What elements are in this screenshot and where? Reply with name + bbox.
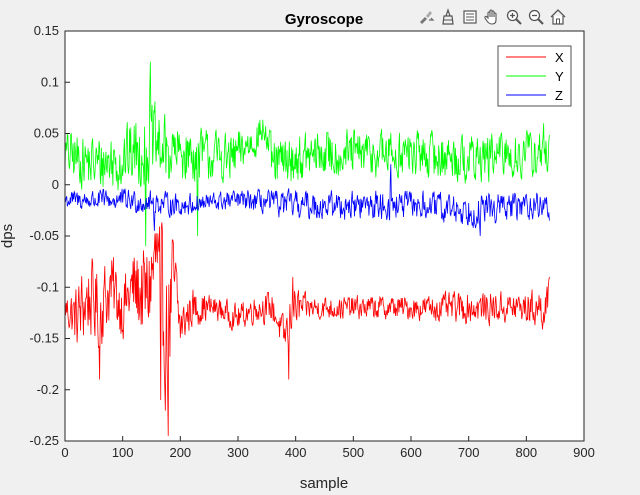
x-tick-label: 0 [61,445,68,460]
x-tick-label: 600 [400,445,422,460]
y-axis-label: dps [0,224,16,248]
series-line-x [64,222,550,436]
home-icon[interactable] [548,6,568,28]
y-tick-label: -0.1 [37,279,59,294]
x-tick-label: 400 [285,445,307,460]
legend-edit-icon[interactable] [460,6,480,28]
x-tick-label: 200 [169,445,191,460]
pan-icon[interactable] [482,6,502,28]
x-tick-label: 500 [342,445,364,460]
series-line-y [64,61,550,247]
legend[interactable]: XYZ [497,45,572,107]
y-tick-label: 0.1 [41,74,59,89]
zoom-in-icon[interactable] [504,6,524,28]
y-tick-label: -0.2 [37,382,59,397]
x-tick-label: 300 [227,445,249,460]
brush-export-icon[interactable] [416,6,436,28]
x-tick-label: 800 [515,445,537,460]
chart-title: Gyroscope [285,11,363,28]
x-tick-label: 900 [573,445,595,460]
tick-layer: 0 100 200 300 400 500 600 700 800 900 -0.25 -0.2 -0.… [29,23,594,460]
axes-toolbar [416,5,568,29]
zoom-out-icon[interactable] [526,6,546,28]
legend-label-y: Y [555,69,564,84]
y-tick-label: 0.05 [34,126,59,141]
legend-label-z: Z [555,88,563,103]
y-tick-label: 0 [52,177,59,192]
x-tick-label: 700 [458,445,480,460]
y-tick-label: 0.15 [34,23,59,38]
series-layer [64,61,550,436]
y-tick-label: -0.05 [29,228,59,243]
plot-area [65,31,584,441]
y-tick-label: -0.15 [29,331,59,346]
data-tips-icon[interactable] [438,6,458,28]
legend-label-x: X [555,50,564,65]
y-tick-label: -0.25 [29,433,59,448]
x-tick-label: 100 [112,445,134,460]
series-line-z [64,164,550,237]
x-axis-label: sample [300,475,348,492]
